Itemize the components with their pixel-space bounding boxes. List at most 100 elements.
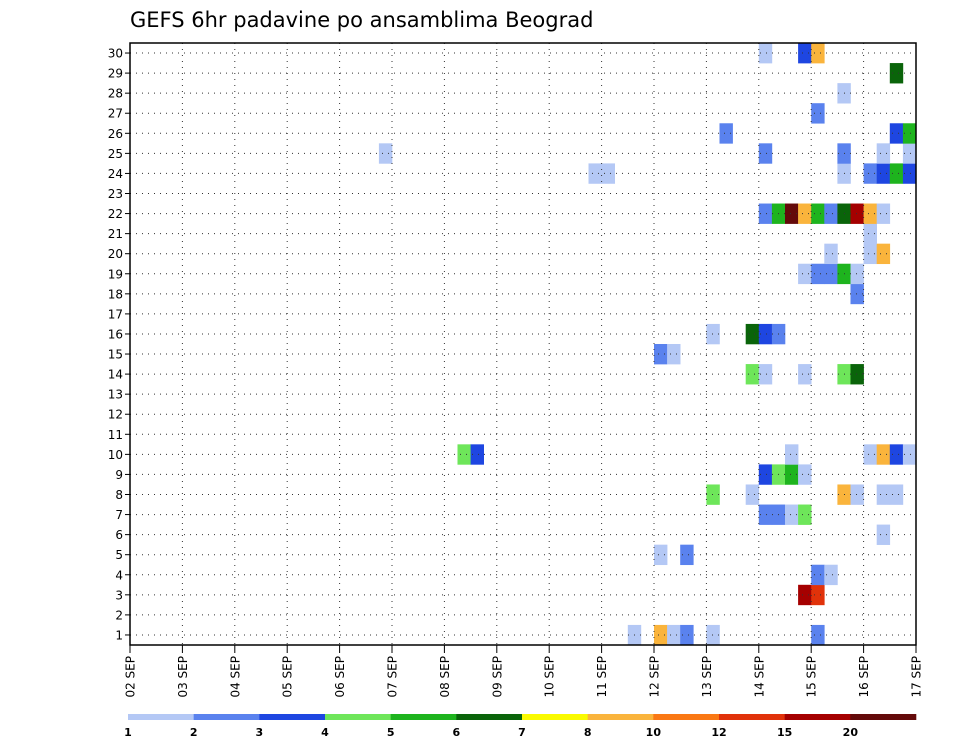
y-tick-label: 22 <box>108 207 123 221</box>
y-tick-label: 4 <box>115 568 123 582</box>
heatmap-cell <box>876 524 891 545</box>
heatmap-cell <box>876 203 891 224</box>
heatmap-cell <box>824 203 838 224</box>
heatmap-cell <box>798 364 812 385</box>
heatmap-cell <box>863 223 877 244</box>
colorbar-label: 12 <box>711 726 726 739</box>
colorbar-label: 10 <box>646 726 662 739</box>
heatmap-cell <box>863 243 877 265</box>
y-tick-label: 20 <box>108 247 123 261</box>
y-tick-label: 23 <box>108 187 123 201</box>
x-tick-label: 09 SEP <box>490 656 504 698</box>
y-tick-label: 18 <box>108 287 123 301</box>
heatmap-cell <box>824 564 838 586</box>
colorbar-label: 1 <box>124 726 132 739</box>
colorbar-swatch <box>259 714 326 720</box>
x-tick-label: 06 SEP <box>333 656 347 698</box>
y-tick-label: 28 <box>108 87 123 101</box>
heatmap-cell <box>902 163 917 184</box>
heatmap-cell <box>889 484 904 505</box>
y-tick-label: 27 <box>108 107 123 121</box>
heatmap-cell <box>902 143 917 164</box>
heatmap-cell <box>889 123 904 144</box>
colorbar-swatch <box>587 714 654 720</box>
colorbar-swatch <box>390 714 457 720</box>
heatmap-cell <box>758 323 773 345</box>
colorbar-label: 6 <box>453 726 461 739</box>
x-tick-label: 08 SEP <box>438 656 452 698</box>
heatmap-cell <box>706 484 720 505</box>
y-tick-label: 14 <box>108 368 123 382</box>
heatmap-cell <box>850 484 864 505</box>
heatmap-cell <box>588 163 602 184</box>
heatmap-cell <box>654 544 668 566</box>
heatmap-cell <box>758 203 773 224</box>
y-tick-label: 13 <box>108 388 123 402</box>
x-tick-label: 02 SEP <box>124 656 138 698</box>
y-tick-label: 17 <box>108 307 123 321</box>
colorbar-label: 3 <box>256 726 264 739</box>
heatmap-cell <box>680 624 694 646</box>
heatmap-cell <box>758 143 773 164</box>
heatmap-cell <box>758 364 773 385</box>
y-tick-label: 8 <box>115 488 123 502</box>
heatmap-cell <box>850 283 864 305</box>
colorbar-swatch <box>522 714 588 720</box>
heatmap-cell <box>798 464 812 485</box>
heatmap-cell <box>758 504 773 525</box>
colorbar-label: 7 <box>518 726 526 739</box>
colorbar-swatch <box>784 714 851 720</box>
heatmap-cell <box>706 624 720 646</box>
heatmap-cell <box>811 43 825 64</box>
heatmap-cell <box>470 444 484 465</box>
heatmap-cell <box>811 103 825 124</box>
plot-frame <box>129 42 917 646</box>
heatmap-cell <box>824 243 838 265</box>
heatmap-cell <box>863 203 877 224</box>
heatmap-cell <box>798 504 812 525</box>
heatmap-cell <box>758 464 773 485</box>
heatmap-cell <box>680 544 694 566</box>
colorbar: 1 2 3 4 5 6 7 8 10 12 15 20 <box>124 714 917 739</box>
colorbar-swatch <box>128 714 194 720</box>
colorbar-swatch <box>850 714 917 720</box>
x-axis-ticks: 02 SEP 03 SEP 04 SEP 05 SEP 06 SEP 07 SEP 08 S… <box>124 645 924 698</box>
x-tick-label: 07 SEP <box>386 656 400 698</box>
heatmap-cell <box>889 444 904 465</box>
heatmap-cell <box>785 203 799 224</box>
heatmap-cell <box>785 504 799 525</box>
heatmap-cell <box>654 344 668 365</box>
colorbar-label: 8 <box>584 726 592 739</box>
heatmap-cell <box>798 43 812 64</box>
heatmap-cell <box>811 584 825 606</box>
y-tick-label: 19 <box>108 267 123 281</box>
y-axis-ticks: 1234567891011121314151617181920212223242… <box>108 47 130 642</box>
y-tick-label: 15 <box>108 348 123 362</box>
colorbar-swatch <box>325 714 391 720</box>
heatmap-cell <box>745 323 760 345</box>
colorbar-swatch <box>653 714 720 720</box>
colorbar-label: 4 <box>321 726 329 739</box>
x-tick-label: 03 SEP <box>176 656 190 698</box>
heatmap-cell <box>667 344 681 365</box>
colorbar-swatch <box>456 714 523 720</box>
heatmap-cell <box>798 263 812 285</box>
heatmap-cell <box>745 484 760 505</box>
heatmap-cell <box>719 123 733 144</box>
heatmap-cell <box>654 624 668 646</box>
heatmap-cell <box>876 484 891 505</box>
y-tick-label: 26 <box>108 127 123 141</box>
y-tick-label: 12 <box>108 408 123 422</box>
y-tick-label: 30 <box>108 47 123 61</box>
heatmap-cell <box>811 564 825 586</box>
heatmap-cell <box>889 63 904 84</box>
heatmap-cell <box>811 263 825 285</box>
y-tick-label: 1 <box>115 628 123 642</box>
heatmap-cell <box>785 464 799 485</box>
heatmap-cell <box>863 444 877 465</box>
heatmap-cell <box>758 43 773 64</box>
heatmap-cell <box>706 323 720 345</box>
chart-title: GEFS 6hr padavine po ansamblima Beograd <box>130 8 593 32</box>
colorbar-label: 5 <box>387 726 395 739</box>
y-tick-label: 11 <box>108 428 123 442</box>
